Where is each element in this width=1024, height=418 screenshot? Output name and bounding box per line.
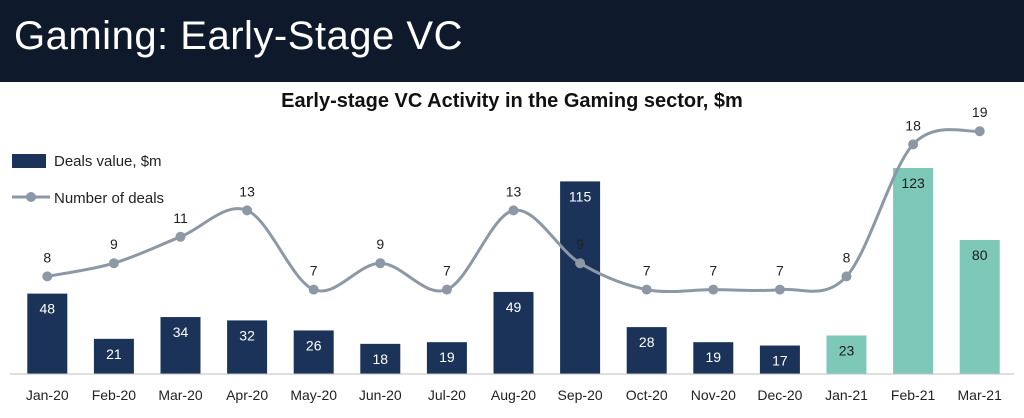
bar-Jan-21	[826, 335, 867, 374]
x-tick-label: Jan-20	[26, 387, 69, 403]
x-tick-label: Aug-20	[491, 387, 536, 403]
bar-Nov-20	[693, 342, 734, 374]
x-tick-label: Feb-21	[891, 387, 936, 403]
deal-count-label: 9	[376, 236, 384, 252]
header-banner: Gaming: Early-Stage VC	[0, 0, 1024, 82]
page-title: Gaming: Early-Stage VC	[14, 14, 463, 58]
line-value-labels: 8 9 11 13 7 9 7 13 9 7 7 7 8 18 19	[43, 104, 987, 278]
deal-count-label: 18	[905, 117, 921, 133]
bar-series	[27, 168, 1000, 374]
bar-value-label: 26	[306, 337, 322, 353]
x-tick-label: Oct-20	[626, 387, 668, 403]
deal-count-label: 7	[709, 263, 717, 279]
deal-count-label: 9	[576, 236, 584, 252]
x-tick-label: Dec-20	[757, 387, 802, 403]
bar-value-label: 49	[506, 299, 522, 315]
bar-May-20	[293, 330, 334, 374]
deal-count-point	[242, 205, 253, 216]
bar-Sep-20	[560, 181, 601, 374]
legend-label-deals-value: Deals value, $m	[54, 153, 162, 170]
bar-value-label: 48	[40, 301, 56, 317]
bar-value-labels: 48 21 34 32 26 18 19 49 115 28 19 17 23 123 80	[40, 175, 988, 369]
deal-count-point	[974, 126, 985, 137]
deal-count-label: 13	[506, 183, 522, 199]
bar-value-label: 17	[772, 353, 788, 369]
legend-marker-number-of-deals	[26, 192, 36, 202]
bar-Aug-20	[493, 291, 534, 374]
line-points	[42, 126, 985, 295]
deal-count-point	[375, 258, 386, 269]
bar-value-label: 19	[439, 349, 455, 365]
deal-count-point	[575, 258, 586, 269]
deal-count-point	[641, 284, 652, 295]
bar-value-label: 123	[901, 175, 925, 191]
x-tick-label: Jul-20	[428, 387, 466, 403]
bar-value-label: 34	[173, 324, 189, 340]
bar-value-label: 80	[972, 247, 988, 263]
bar-Dec-20	[759, 345, 800, 374]
legend-swatch-deals-value	[12, 154, 46, 168]
x-tick-label: Mar-21	[958, 387, 1003, 403]
deal-count-point	[42, 271, 53, 282]
deal-count-label: 7	[643, 263, 651, 279]
x-tick-labels: Jan-20 Feb-20 Mar-20 Apr-20 May-20 Jun-20 Jul-…	[26, 387, 1002, 403]
x-tick-label: Jun-20	[359, 387, 402, 403]
bar-Mar-21	[959, 240, 1000, 374]
deal-count-label: 7	[310, 263, 318, 279]
x-tick-label: Mar-20	[158, 387, 203, 403]
deal-count-label: 8	[843, 249, 851, 265]
deal-count-point	[508, 205, 519, 216]
deal-count-point	[175, 231, 186, 242]
x-tick-label: Jan-21	[825, 387, 868, 403]
bar-Feb-21	[893, 168, 934, 374]
bar-value-label: 21	[106, 346, 122, 362]
deal-count-label: 9	[110, 236, 118, 252]
bar-Jan-20	[27, 293, 68, 374]
deal-count-point	[774, 284, 785, 295]
bar-value-label: 32	[239, 327, 255, 343]
deal-count-point	[708, 284, 719, 295]
bar-value-label: 18	[373, 351, 389, 367]
deal-count-point	[308, 284, 319, 295]
deal-count-point	[841, 271, 852, 282]
chart-title: Early-stage VC Activity in the Gaming se…	[281, 90, 743, 112]
deal-count-label: 7	[776, 263, 784, 279]
bar-Mar-20	[160, 317, 201, 374]
bar-value-label: 19	[706, 349, 722, 365]
bar-Apr-20	[227, 320, 268, 374]
deal-count-label: 8	[43, 249, 51, 265]
deal-count-label: 7	[443, 263, 451, 279]
bar-Oct-20	[626, 327, 667, 374]
x-tick-label: Sep-20	[558, 387, 603, 403]
deal-count-point	[441, 284, 452, 295]
bar-value-label: 23	[839, 342, 855, 358]
bar-value-label: 28	[639, 334, 655, 350]
deal-count-point	[908, 139, 919, 150]
x-tick-label: Apr-20	[226, 387, 268, 403]
x-tick-label: Feb-20	[92, 387, 137, 403]
deal-count-label: 11	[173, 210, 188, 226]
bar-value-label: 115	[569, 188, 592, 204]
deal-count-label: 13	[239, 183, 255, 199]
deal-count-point	[108, 258, 119, 269]
deal-count-label: 19	[972, 104, 988, 120]
legend: Deals value, $m Number of deals	[12, 153, 164, 207]
bar-Jun-20	[360, 343, 401, 374]
x-tick-label: May-20	[290, 387, 337, 403]
bar-Jul-20	[426, 342, 467, 374]
bar-Feb-20	[93, 338, 134, 374]
legend-label-number-of-deals: Number of deals	[54, 190, 164, 207]
x-tick-label: Nov-20	[691, 387, 736, 403]
